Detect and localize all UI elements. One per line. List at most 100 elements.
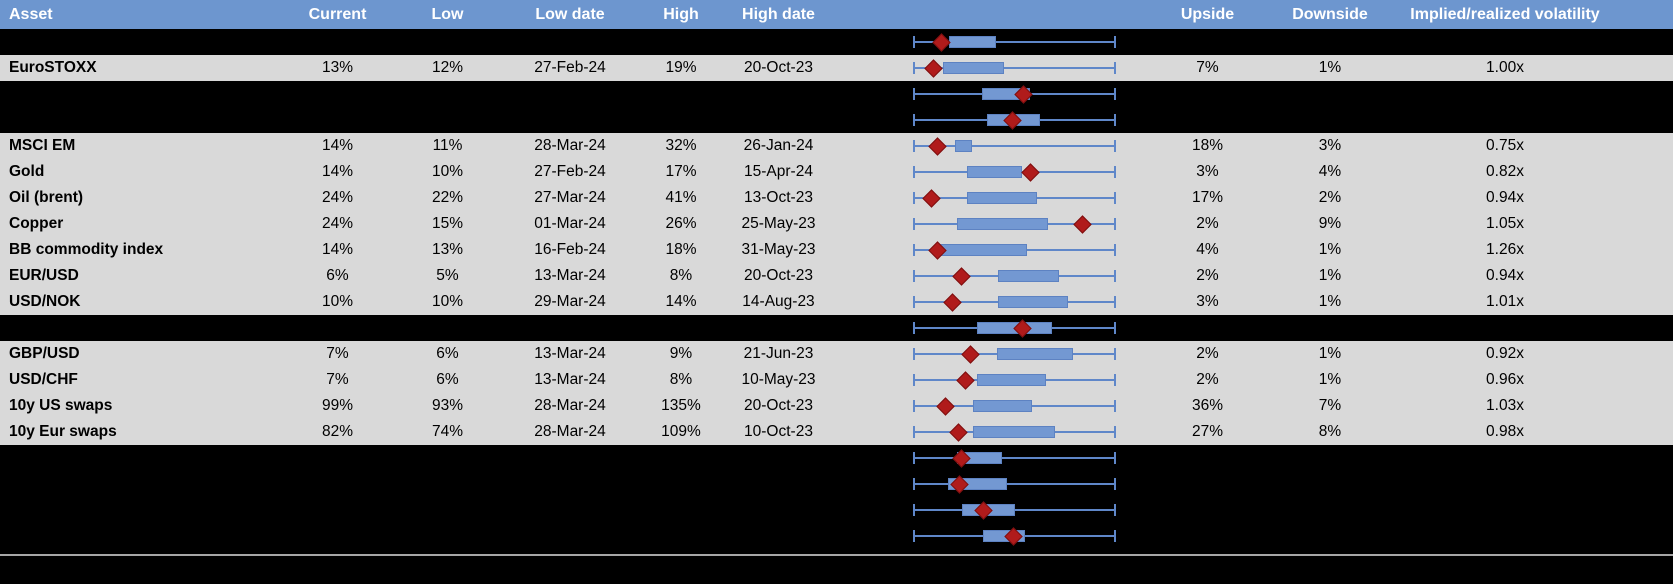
low-cell[interactable]: 10% [431, 293, 464, 310]
low-date-cell[interactable]: 27-Mar-24 [534, 189, 606, 206]
upside-cell[interactable]: 2% [1196, 215, 1219, 232]
implied-realized-cell[interactable]: 0.92x [1486, 345, 1524, 362]
high-cell[interactable]: 8% [669, 371, 693, 388]
asset-cell[interactable]: 10y US swaps [9, 397, 113, 414]
upside-cell[interactable]: 27% [1191, 423, 1224, 440]
implied-realized-cell[interactable]: 0.96x [1486, 371, 1524, 388]
low-date-cell[interactable]: 13-Mar-24 [534, 345, 606, 362]
low-date-cell[interactable]: 28-Mar-24 [534, 423, 606, 440]
implied-realized-cell[interactable]: 1.00x [1486, 59, 1524, 76]
current-cell[interactable]: 7% [326, 371, 349, 388]
high-date-cell[interactable]: 10-Oct-23 [744, 423, 813, 440]
low-cell[interactable]: 12% [431, 59, 464, 76]
low-cell[interactable]: 13% [431, 241, 464, 258]
asset-cell[interactable]: 10y Eur swaps [9, 423, 117, 440]
asset-cell[interactable]: GBP/USD [9, 345, 80, 362]
low-cell[interactable]: 93% [431, 397, 464, 414]
high-date-cell[interactable]: 10-May-23 [741, 371, 816, 388]
high-cell[interactable]: 8% [669, 267, 693, 284]
asset-cell[interactable]: Oil (brent) [9, 189, 84, 206]
header-high[interactable]: High [663, 5, 699, 23]
upside-cell[interactable]: 3% [1196, 163, 1219, 180]
low-cell[interactable]: 74% [431, 423, 464, 440]
header-asset[interactable]: Asset [9, 5, 53, 23]
implied-realized-cell[interactable]: 0.75x [1486, 137, 1524, 154]
high-date-cell[interactable]: 15-Apr-24 [744, 163, 813, 180]
downside-cell[interactable]: 1% [1318, 345, 1342, 362]
current-cell[interactable]: 14% [321, 163, 354, 180]
high-cell[interactable]: 17% [665, 163, 697, 180]
upside-cell[interactable]: 2% [1196, 371, 1219, 388]
high-cell[interactable]: 26% [665, 215, 697, 232]
low-date-cell[interactable]: 13-Mar-24 [534, 267, 606, 284]
high-date-cell[interactable]: 20-Oct-23 [744, 267, 813, 284]
high-cell[interactable]: 9% [669, 345, 693, 362]
low-cell[interactable]: 11% [432, 137, 463, 154]
asset-cell[interactable]: MSCI EM [9, 137, 76, 154]
high-date-cell[interactable]: 26-Jan-24 [743, 137, 814, 154]
low-date-cell[interactable]: 27-Feb-24 [534, 163, 606, 180]
low-date-cell[interactable]: 28-Mar-24 [534, 397, 606, 414]
current-cell[interactable]: 82% [321, 423, 354, 440]
high-date-cell[interactable]: 20-Oct-23 [744, 59, 813, 76]
low-cell[interactable]: 15% [431, 215, 464, 232]
asset-cell[interactable]: USD/CHF [9, 371, 78, 388]
downside-cell[interactable]: 1% [1318, 371, 1342, 388]
implied-realized-cell[interactable]: 1.26x [1486, 241, 1524, 258]
downside-cell[interactable]: 1% [1318, 241, 1342, 258]
low-cell[interactable]: 10% [431, 163, 464, 180]
low-date-cell[interactable]: 16-Feb-24 [534, 241, 606, 258]
downside-cell[interactable]: 1% [1318, 293, 1342, 310]
downside-cell[interactable]: 1% [1318, 59, 1342, 76]
current-cell[interactable]: 14% [321, 137, 354, 154]
low-cell[interactable]: 6% [436, 345, 459, 362]
implied-realized-cell[interactable]: 1.01x [1486, 293, 1524, 310]
implied-realized-cell[interactable]: 1.05x [1486, 215, 1524, 232]
high-cell[interactable]: 14% [665, 293, 697, 310]
current-cell[interactable]: 6% [326, 267, 349, 284]
current-cell[interactable]: 24% [321, 215, 354, 232]
high-date-cell[interactable]: 20-Oct-23 [744, 397, 813, 414]
high-date-cell[interactable]: 25-May-23 [741, 215, 816, 232]
downside-cell[interactable]: 8% [1318, 423, 1342, 440]
high-cell[interactable]: 109% [661, 423, 701, 440]
current-cell[interactable]: 13% [321, 59, 354, 76]
high-cell[interactable]: 32% [665, 137, 697, 154]
downside-cell[interactable]: 7% [1318, 397, 1342, 414]
asset-cell[interactable]: USD/NOK [9, 293, 81, 310]
upside-cell[interactable]: 2% [1196, 267, 1219, 284]
upside-cell[interactable]: 3% [1196, 293, 1219, 310]
header-downside[interactable]: Downside [1292, 5, 1368, 23]
downside-cell[interactable]: 9% [1318, 215, 1342, 232]
low-cell[interactable]: 22% [431, 189, 464, 206]
low-date-cell[interactable]: 29-Mar-24 [534, 293, 606, 310]
downside-cell[interactable]: 1% [1318, 267, 1342, 284]
upside-cell[interactable]: 4% [1196, 241, 1219, 258]
upside-cell[interactable]: 2% [1196, 345, 1219, 362]
current-cell[interactable]: 7% [326, 345, 349, 362]
low-date-cell[interactable]: 27-Feb-24 [534, 59, 606, 76]
high-cell[interactable]: 135% [661, 397, 701, 414]
high-date-cell[interactable]: 31-May-23 [741, 241, 816, 258]
header-low[interactable]: Low [431, 5, 464, 23]
downside-cell[interactable]: 4% [1318, 163, 1342, 180]
low-date-cell[interactable]: 13-Mar-24 [534, 371, 606, 388]
current-cell[interactable]: 14% [321, 241, 354, 258]
upside-cell[interactable]: 17% [1191, 189, 1224, 206]
asset-cell[interactable]: EUR/USD [9, 267, 79, 284]
implied-realized-cell[interactable]: 0.82x [1486, 163, 1524, 180]
upside-cell[interactable]: 18% [1191, 137, 1224, 154]
high-date-cell[interactable]: 13-Oct-23 [744, 189, 813, 206]
low-date-cell[interactable]: 28-Mar-24 [534, 137, 606, 154]
current-cell[interactable]: 99% [321, 397, 354, 414]
header-implied-realized-volatility[interactable]: Implied/realized volatility [1410, 5, 1600, 23]
implied-realized-cell[interactable]: 0.98x [1486, 423, 1524, 440]
current-cell[interactable]: 10% [321, 293, 354, 310]
downside-cell[interactable]: 3% [1318, 137, 1342, 154]
low-cell[interactable]: 5% [436, 267, 459, 284]
asset-cell[interactable]: Gold [9, 163, 45, 180]
implied-realized-cell[interactable]: 1.03x [1486, 397, 1524, 414]
implied-realized-cell[interactable]: 0.94x [1486, 189, 1524, 206]
header-current[interactable]: Current [308, 5, 367, 23]
header-low-date[interactable]: Low date [535, 5, 605, 23]
